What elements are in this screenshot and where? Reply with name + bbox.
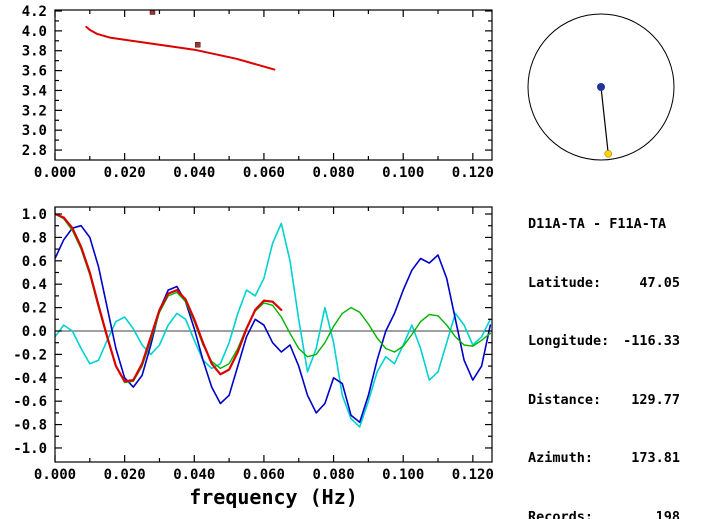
svg-text:0.000: 0.000 <box>34 467 76 483</box>
svg-text:0.8: 0.8 <box>22 230 47 246</box>
info-row-records: Records: 198 <box>528 508 680 519</box>
station-info-panel: D11A-TA - F11A-TA Latitude: 47.05 Longit… <box>528 176 680 519</box>
svg-text:0.120: 0.120 <box>452 467 494 483</box>
svg-text:0.060: 0.060 <box>243 467 285 483</box>
longitude-label: Longitude: <box>528 333 610 349</box>
tick-marks <box>54 10 492 160</box>
azimuth-map <box>527 13 675 161</box>
svg-text:-0.2: -0.2 <box>13 347 47 363</box>
tick-labels: 0.000 0.020 0.040 0.060 0.080 0.100 0.120 -1.0 -… <box>13 207 494 483</box>
svg-text:-0.8: -0.8 <box>13 418 47 434</box>
svg-text:2.8: 2.8 <box>22 143 47 159</box>
svg-text:-1.0: -1.0 <box>13 441 47 457</box>
azimuth-value: 173.81 <box>631 450 680 466</box>
svg-text:0.080: 0.080 <box>312 165 354 181</box>
dispersion-plot: 0.000 0.020 0.040 0.060 0.080 0.100 0.120 2.8 3.… <box>22 4 494 181</box>
svg-text:4.2: 4.2 <box>22 4 47 20</box>
records-label: Records: <box>528 508 594 519</box>
latitude-label: Latitude: <box>528 274 602 291</box>
svg-text:0.4: 0.4 <box>22 277 47 293</box>
svg-text:0.000: 0.000 <box>34 165 76 181</box>
svg-text:0.040: 0.040 <box>173 467 215 483</box>
map-circle <box>527 13 675 161</box>
station-pair-label: D11A-TA - F11A-TA <box>528 216 667 232</box>
svg-text:0.060: 0.060 <box>243 165 285 181</box>
azimuth-label: Azimuth: <box>528 450 594 466</box>
x-axis-label: frequency (Hz) <box>189 485 358 509</box>
info-row-distance: Distance: 129.77 <box>528 391 680 411</box>
svg-text:0.0: 0.0 <box>22 324 47 340</box>
series-green <box>55 213 491 384</box>
tick-labels: 0.000 0.020 0.040 0.060 0.080 0.100 0.120 2.8 3.… <box>22 4 494 181</box>
records-value: 198 <box>655 508 680 519</box>
distance-label: Distance: <box>528 391 602 408</box>
svg-text:3.0: 3.0 <box>22 123 47 139</box>
distance-value: 129.77 <box>631 391 680 408</box>
svg-text:0.6: 0.6 <box>22 254 47 270</box>
series-cyan <box>55 222 492 428</box>
svg-text:3.2: 3.2 <box>22 103 47 119</box>
svg-text:0.040: 0.040 <box>173 165 215 181</box>
svg-text:3.8: 3.8 <box>22 44 47 60</box>
picked-point-marker <box>149 10 156 15</box>
info-row-latitude: Latitude: 47.05 <box>528 274 680 294</box>
phase-velocity-curve <box>85 25 276 71</box>
svg-text:0.100: 0.100 <box>382 165 424 181</box>
svg-text:0.2: 0.2 <box>22 301 47 317</box>
series-red <box>55 212 283 383</box>
tick-marks <box>54 207 492 462</box>
axis-frame <box>54 9 493 161</box>
picked-point-marker <box>195 42 201 48</box>
svg-text:-0.6: -0.6 <box>13 394 47 410</box>
latitude-value: 47.05 <box>639 274 680 291</box>
svg-text:0.080: 0.080 <box>312 467 354 483</box>
station-b-dot <box>604 150 612 158</box>
spectra-plot: 0.000 0.020 0.040 0.060 0.080 0.100 0.120 -1.0 -… <box>13 206 494 509</box>
series-blue <box>55 224 492 424</box>
svg-text:0.120: 0.120 <box>452 165 494 181</box>
station-a-dot <box>597 83 605 91</box>
longitude-value: -116.33 <box>623 333 680 349</box>
svg-text:-0.4: -0.4 <box>13 371 47 387</box>
info-row-azimuth: Azimuth: 173.81 <box>528 449 680 469</box>
svg-text:0.020: 0.020 <box>104 165 146 181</box>
svg-text:3.4: 3.4 <box>22 83 47 99</box>
axis-frame <box>54 206 493 463</box>
azimuth-line <box>600 86 609 154</box>
svg-text:4.0: 4.0 <box>22 24 47 40</box>
svg-text:1.0: 1.0 <box>22 207 47 223</box>
info-row-longitude: Longitude: -116.33 <box>528 332 680 352</box>
svg-text:0.100: 0.100 <box>382 467 424 483</box>
svg-text:3.6: 3.6 <box>22 64 47 80</box>
svg-text:0.020: 0.020 <box>104 467 146 483</box>
